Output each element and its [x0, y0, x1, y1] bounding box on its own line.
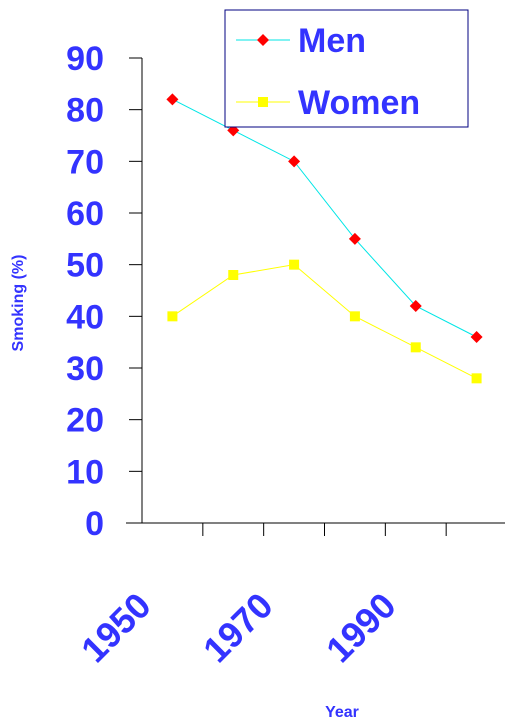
y-tick-label: 80	[66, 92, 104, 130]
y-axis-title: Smoking (%)	[10, 255, 27, 352]
series-women	[167, 259, 482, 384]
y-tick-label: 0	[85, 505, 104, 543]
legend-box	[224, 9, 469, 128]
y-tick-label: 40	[66, 298, 104, 336]
data-point	[409, 300, 422, 312]
data-point	[410, 342, 421, 353]
data-point	[470, 331, 483, 343]
y-tick-label: 50	[66, 247, 104, 285]
data-point	[166, 93, 179, 106]
legend-marker	[257, 34, 269, 46]
legend-marker	[258, 97, 268, 107]
data-point	[288, 155, 301, 168]
series-line	[172, 98, 477, 338]
data-point	[167, 311, 178, 322]
x-tick-label: 1970	[195, 585, 281, 671]
y-tick-label: 60	[66, 195, 104, 233]
axes	[126, 58, 505, 524]
x-tick-label: 1950	[73, 585, 159, 671]
data-point	[228, 270, 239, 280]
x-axis-title: Year	[325, 704, 359, 721]
series-men	[166, 93, 483, 343]
y-tick-label: 30	[66, 350, 104, 388]
data-point	[289, 259, 300, 270]
data-series	[166, 93, 483, 384]
y-axis-ticks: 0 10 20 30 40 50 60 70 80 90	[66, 40, 142, 543]
legend-label: Men	[298, 22, 366, 60]
data-point	[471, 373, 482, 384]
data-point	[349, 311, 360, 322]
data-point	[348, 232, 361, 245]
x-tick-label: 1990	[318, 585, 404, 671]
legend-item: Women	[236, 84, 420, 122]
y-tick-label: 20	[66, 402, 104, 440]
y-tick-label: 90	[66, 40, 104, 78]
y-tick-label: 10	[66, 453, 104, 491]
x-axis-ticks: 1950 1970 1990	[73, 523, 447, 671]
legend: Men Women	[224, 9, 469, 128]
legend-label: Women	[298, 84, 420, 122]
series-line	[172, 264, 477, 379]
y-tick-label: 70	[66, 143, 104, 181]
legend-item: Men	[236, 22, 366, 60]
